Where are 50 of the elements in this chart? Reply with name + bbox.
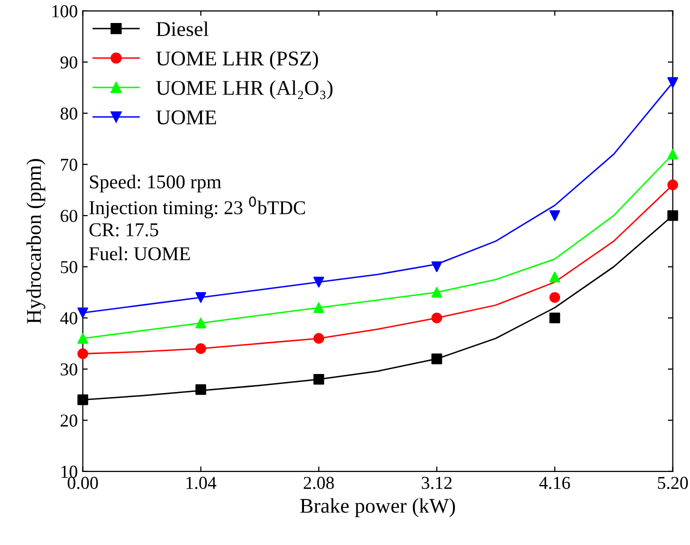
- point: [77, 348, 88, 360]
- x-tick-label: 5.20: [658, 476, 688, 490]
- legend-label: UOME LHR (PSZ): [156, 50, 318, 70]
- point: [431, 354, 442, 364]
- point: [77, 333, 88, 344]
- x-tick-label: 1.04: [186, 476, 216, 490]
- x-tick-label: 0.00: [68, 476, 98, 490]
- point: [549, 292, 560, 303]
- point: [431, 261, 442, 272]
- annotation: Speed: 1500 rpm: [90, 174, 222, 192]
- x-tick-label: 4.16: [539, 476, 570, 490]
- y-tick-label: 70: [61, 158, 78, 171]
- y-tick-label: 60: [60, 210, 78, 222]
- y-tick-label: 30: [60, 363, 78, 376]
- y-axis-title: Hydrocarbon (ppm): [26, 159, 46, 324]
- y-tick-label: 40: [60, 312, 78, 324]
- annotation: Fuel: UOME: [89, 246, 190, 260]
- legend-label: UOME: [156, 110, 216, 124]
- point: [195, 292, 206, 303]
- point: [431, 312, 442, 324]
- annotation: CR: 17.5: [90, 223, 158, 236]
- point: [667, 210, 678, 221]
- y-tick-label: 20: [60, 414, 78, 427]
- point: [313, 374, 324, 385]
- point: [195, 343, 206, 354]
- x-tick-label: 3.12: [422, 476, 452, 490]
- point: [313, 276, 324, 288]
- point: [667, 148, 678, 160]
- y-tick-label: 50: [60, 261, 78, 274]
- point: [549, 312, 560, 324]
- x-tick-label: 2.08: [304, 476, 334, 490]
- point: [667, 180, 678, 190]
- point: [549, 210, 560, 221]
- annotation: Injection timing: 23 $^{0}$bTDC: [89, 196, 305, 218]
- x-axis-title: Brake power (kW): [300, 498, 455, 518]
- y-tick-label: 100: [52, 5, 78, 18]
- point: [313, 302, 324, 314]
- y-tick-label: 80: [60, 107, 78, 120]
- point: [195, 384, 206, 395]
- point: [431, 286, 442, 298]
- point: [667, 77, 678, 88]
- point: [549, 272, 560, 282]
- point: [313, 333, 324, 344]
- y-tick-label: 10: [61, 466, 78, 478]
- y-tick-label: 90: [60, 56, 78, 69]
- legend-label: Diesel: [156, 21, 209, 36]
- point: [77, 394, 88, 406]
- point: [77, 307, 88, 318]
- legend-label: UOME LHR (Al₂O₃): [156, 80, 333, 100]
- point: [195, 318, 206, 328]
